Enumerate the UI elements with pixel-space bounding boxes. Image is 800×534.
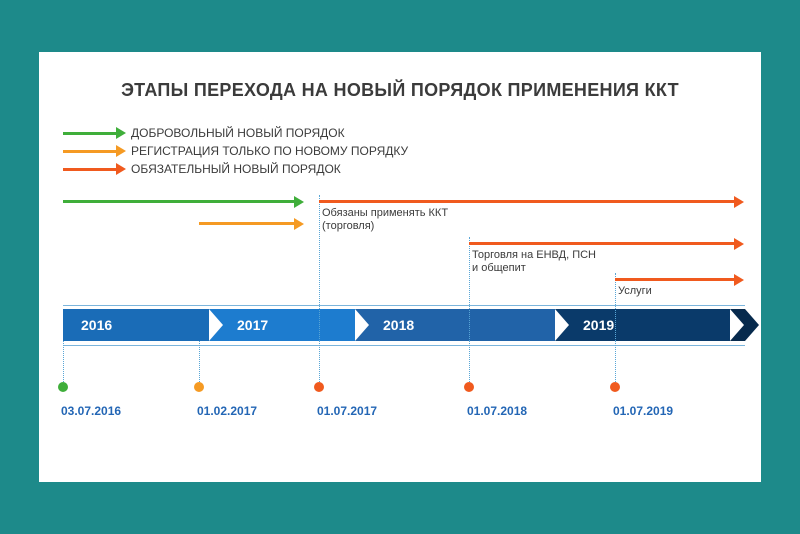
phase-annotation-line: Торговля на ЕНВД, ПСН: [472, 249, 596, 262]
phase-arrow: [469, 242, 735, 245]
phase-arrow: [63, 200, 295, 203]
year-label: 2018: [383, 317, 414, 333]
date-dot-icon: [314, 382, 324, 392]
legend-arrow-icon: [63, 150, 117, 153]
date-label: 01.07.2017: [317, 404, 377, 418]
year-label: 2019: [583, 317, 614, 333]
legend-row: ОБЯЗАТЕЛЬНЫЙ НОВЫЙ ПОРЯДОК: [63, 160, 408, 178]
date-dot-icon: [194, 382, 204, 392]
year-chevron-tail: [730, 309, 745, 341]
date-label: 01.07.2018: [467, 404, 527, 418]
legend-label: РЕГИСТРАЦИЯ ТОЛЬКО ПО НОВОМУ ПОРЯДКУ: [131, 144, 408, 158]
phase-annotation: Услуги: [618, 285, 652, 298]
date-label: 01.02.2017: [197, 404, 257, 418]
date-drop-rule: [319, 341, 320, 384]
phase-arrow: [199, 222, 295, 225]
phase-annotation-line: и общепит: [472, 262, 596, 275]
diagram-card: ЭТАПЫ ПЕРЕХОДА НА НОВЫЙ ПОРЯДОК ПРИМЕНЕН…: [39, 52, 761, 482]
legend-arrow-icon: [63, 168, 117, 171]
band-bottom-rule: [63, 345, 745, 346]
date-dot-icon: [610, 382, 620, 392]
date-label: 03.07.2016: [61, 404, 121, 418]
date-dot-icon: [58, 382, 68, 392]
year-chevron: 2018: [355, 309, 555, 341]
vertical-rule: [469, 237, 470, 341]
year-label: 2016: [81, 317, 112, 333]
year-chevron: 2016: [63, 309, 209, 341]
legend-arrow-icon: [63, 132, 117, 135]
year-label: 2017: [237, 317, 268, 333]
phase-annotation-line: Обязаны применять ККТ: [322, 207, 448, 220]
phase-arrow: [319, 200, 735, 203]
phase-arrow: [615, 278, 735, 281]
band-top-rule: [63, 305, 745, 306]
year-chevron: 2017: [209, 309, 355, 341]
legend-label: ОБЯЗАТЕЛЬНЫЙ НОВЫЙ ПОРЯДОК: [131, 162, 341, 176]
phase-annotation: Торговля на ЕНВД, ПСНи общепит: [472, 249, 596, 275]
diagram-title: ЭТАПЫ ПЕРЕХОДА НА НОВЫЙ ПОРЯДОК ПРИМЕНЕН…: [39, 80, 761, 101]
date-dot-icon: [464, 382, 474, 392]
date-drop-rule: [469, 341, 470, 384]
legend-label: ДОБРОВОЛЬНЫЙ НОВЫЙ ПОРЯДОК: [131, 126, 345, 140]
legend-row: ДОБРОВОЛЬНЫЙ НОВЫЙ ПОРЯДОК: [63, 124, 408, 142]
legend-row: РЕГИСТРАЦИЯ ТОЛЬКО ПО НОВОМУ ПОРЯДКУ: [63, 142, 408, 160]
year-chevron: 2019: [555, 309, 730, 341]
phase-annotation-line: (торговля): [322, 220, 448, 233]
date-drop-rule: [615, 341, 616, 384]
date-label: 01.07.2019: [613, 404, 673, 418]
phase-annotation-line: Услуги: [618, 285, 652, 298]
legend: ДОБРОВОЛЬНЫЙ НОВЫЙ ПОРЯДОК РЕГИСТРАЦИЯ ТО…: [63, 124, 408, 178]
phase-annotation: Обязаны применять ККТ(торговля): [322, 207, 448, 233]
vertical-rule: [615, 273, 616, 341]
vertical-rule: [319, 195, 320, 341]
date-drop-rule: [199, 341, 200, 384]
date-drop-rule: [63, 341, 64, 384]
